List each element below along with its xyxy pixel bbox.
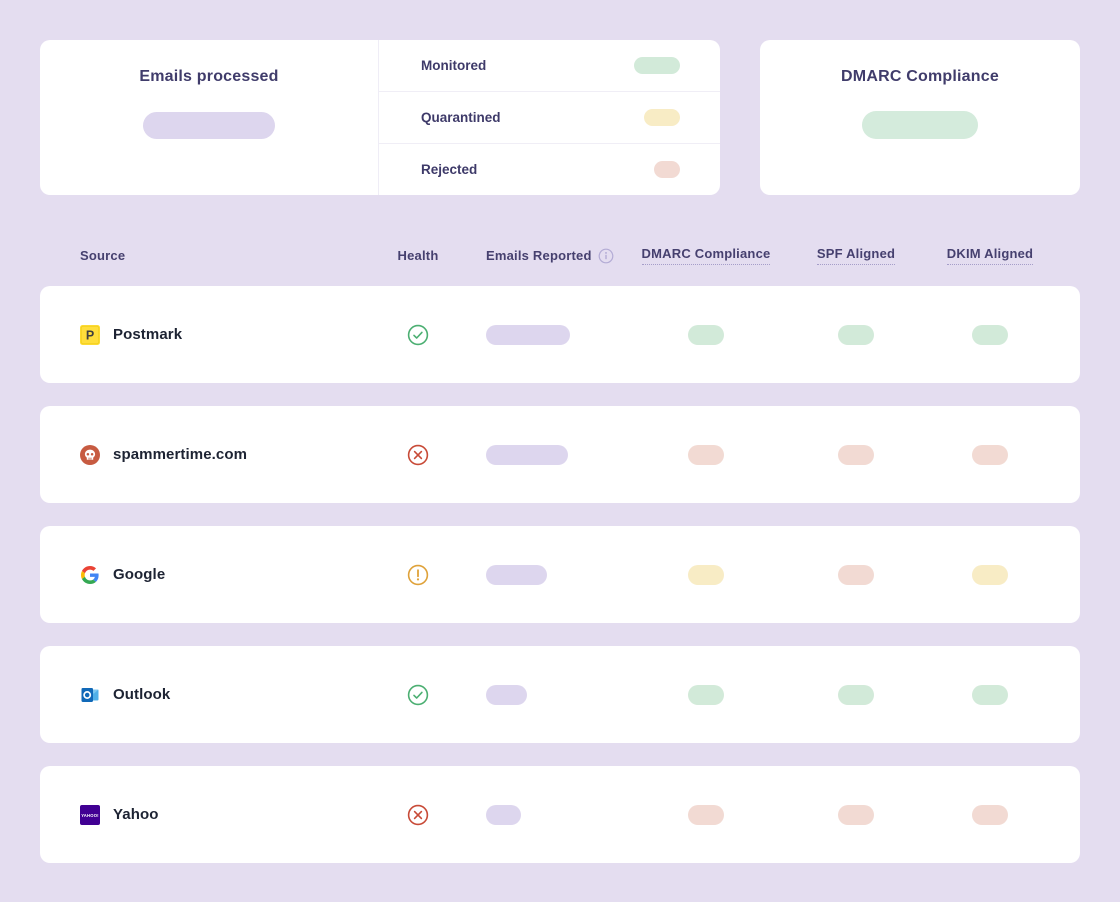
health-status-icon [407,564,429,586]
legend-row-quarantined: Quarantined [379,92,720,144]
emails-reported-pill [486,564,547,585]
yahoo-icon: YAHOO! [80,804,100,825]
source-name: Postmark [113,326,183,343]
dkim-aligned-pill [972,324,1008,345]
emails-processed-value-pill [143,112,275,139]
table-row-yahoo[interactable]: YAHOO! Yahoo [40,766,1080,863]
dkim-aligned-pill [972,564,1008,585]
spf-aligned-pill [838,804,874,825]
emails-processed-card: Emails processed Monitored Quarantined R… [40,40,720,195]
source-name: Outlook [113,686,171,703]
sources-table: Source Health Emails Reported DMARC Comp… [40,246,1080,863]
column-header-health: Health [397,248,439,263]
postmark-icon: P [80,324,100,345]
column-header-emails-reported: Emails Reported [486,248,614,264]
table-row-google[interactable]: Google [40,526,1080,623]
info-icon[interactable] [598,248,614,264]
spf-aligned-pill [838,444,874,465]
google-icon [80,565,100,585]
emails-reported-pill [486,804,521,825]
dmarc-compliance-pill [688,564,724,585]
monitored-label: Monitored [421,58,487,73]
warning-circle-icon [407,564,429,585]
x-circle-icon [407,804,429,825]
svg-text:P: P [86,328,94,342]
column-header-dkim-aligned[interactable]: DKIM Aligned [946,246,1034,265]
health-status-icon [407,324,429,346]
check-circle-icon [407,684,429,705]
table-row-spammertime[interactable]: spammertime.com [40,406,1080,503]
emails-reported-pill [486,444,568,465]
dmarc-compliance-pill [688,804,724,825]
dmarc-compliance-title: DMARC Compliance [841,68,999,85]
column-header-dmarc-compliance[interactable]: DMARC Compliance [641,246,771,265]
quarantined-label: Quarantined [421,110,501,125]
spf-aligned-pill [838,684,874,705]
spf-aligned-pill [838,564,874,585]
emails-reported-pill [486,324,570,345]
dmarc-compliance-pill [688,444,724,465]
source-name: Google [113,566,166,583]
dmarc-compliance-pill [688,324,724,345]
rejected-value-pill [654,161,680,178]
x-circle-icon [407,444,429,465]
health-status-icon [407,804,429,826]
health-status-icon [407,444,429,466]
source-name: Yahoo [113,806,159,823]
rejected-label: Rejected [421,162,478,177]
table-row-outlook[interactable]: Outlook [40,646,1080,743]
spammertime-icon [80,444,100,465]
source-name: spammertime.com [113,446,248,463]
monitored-value-pill [634,57,680,74]
dkim-aligned-pill [972,684,1008,705]
quarantined-value-pill [644,109,680,126]
health-status-icon [407,684,429,706]
table-row-postmark[interactable]: P Postmark [40,286,1080,383]
outlook-icon [80,685,100,705]
summary-section: Emails processed Monitored Quarantined R… [40,40,1080,195]
spf-aligned-pill [838,324,874,345]
dmarc-compliance-value-pill [862,111,978,139]
dmarc-compliance-card: DMARC Compliance [760,40,1080,195]
emails-processed-panel: Emails processed [40,40,379,195]
svg-text:YAHOO!: YAHOO! [81,812,99,817]
emails-processed-title: Emails processed [139,68,279,85]
dmarc-dashboard: Emails processed Monitored Quarantined R… [40,40,1080,863]
dkim-aligned-pill [972,444,1008,465]
column-header-source: Source [80,248,126,263]
emails-reported-pill [486,684,527,705]
dmarc-compliance-pill [688,684,724,705]
legend-row-rejected: Rejected [379,144,720,195]
disposition-legend: Monitored Quarantined Rejected [379,40,720,195]
legend-row-monitored: Monitored [379,40,720,92]
dkim-aligned-pill [972,804,1008,825]
table-header: Source Health Emails Reported DMARC Comp… [40,246,1080,265]
column-header-spf-aligned[interactable]: SPF Aligned [816,246,896,265]
check-circle-icon [407,324,429,345]
